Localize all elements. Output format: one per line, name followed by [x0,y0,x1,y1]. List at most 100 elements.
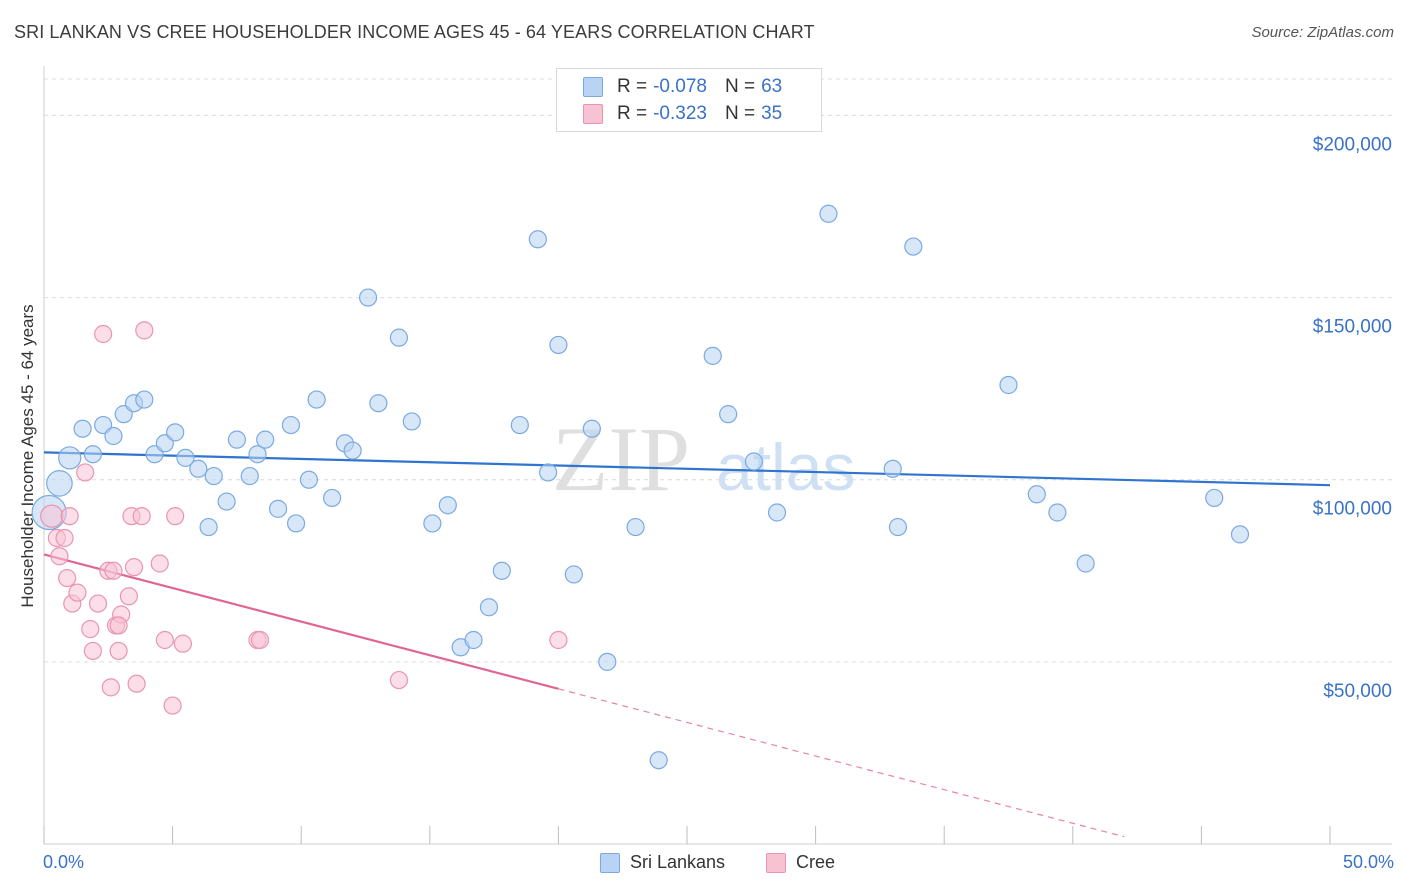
series-legend: Sri Lankans Cree [0,852,1406,876]
sri-lankan-point [510,415,529,435]
watermark-zip: ZIP [552,408,690,510]
y-tick-label: $50,000 [1323,681,1392,702]
cree-point [88,594,108,613]
sri-lankan-point [1027,485,1046,504]
cree-point [76,463,95,482]
y-tick-label: $200,000 [1313,134,1392,155]
trend-line-cree-extrapolated [558,688,1125,838]
cree-point [109,616,128,635]
legend-n-label: N = [724,103,756,124]
sri-lankan-point [83,445,102,464]
sri-lankan-point [564,565,583,584]
legend-swatch-blue [583,77,603,97]
cree-point [150,554,169,573]
sri-lankan-point [248,445,267,464]
sri-lankan-point [883,459,902,478]
sri-lankan-point [1205,488,1224,508]
sri-lankan-point [104,426,123,446]
x-tick-label-max: 50.0% [1342,852,1394,872]
cree-point [163,696,182,715]
source-attribution: Source: ZipAtlas.com [1251,24,1394,41]
watermark-atlas: atlas [716,430,855,504]
sri-lankan-point [240,466,259,486]
cree-point [94,324,113,344]
cree-point [155,630,174,650]
sri-lankan-point [767,503,787,522]
cree-point [124,558,144,577]
sri-lankan-point [204,466,223,486]
series-label: Sri Lankans [630,852,726,872]
sri-lankan-point [649,751,668,770]
sri-lankan-point [1076,554,1095,573]
sri-lankan-point [217,492,236,511]
cree-point [250,630,270,650]
sri-lankan-point [176,448,195,467]
chart-title: SRI LANKAN VS CREE HOUSEHOLDER INCOME AG… [14,22,815,42]
axes [43,66,1392,845]
cree-point [101,678,120,697]
cree-point [135,321,154,340]
series-swatch-pink [766,852,786,873]
cree-point [549,630,568,650]
sri-lankan-point [598,652,617,671]
legend-n-value: 63 [761,76,783,97]
sri-lankan-point [389,328,409,347]
y-tick-labels: $50,000 $100,000 $150,000 $200,000 [1313,134,1392,701]
series-swatch-blue [600,852,620,873]
cree-point [109,641,128,661]
trend-line-cree [43,553,559,690]
sri-lankan-point [703,346,722,365]
sri-lankan-point [549,335,568,355]
cree-point [104,561,123,580]
sri-lankan-point [904,237,923,256]
sri-lankan-point [999,375,1018,395]
sri-lankan-point [189,459,208,478]
sri-lankan-point [322,488,342,508]
series-legend-cree: Cree [766,852,835,873]
series-legend-sri-lankans: Sri Lankans [600,852,725,873]
sri-lankan-point [528,230,547,249]
sri-lankan-point [402,412,421,431]
sri-lankan-point [281,415,301,435]
cree-point [40,504,64,528]
y-tick-label: $150,000 [1313,317,1392,338]
sri-lankan-point [369,394,388,413]
sri-lankan-point [358,288,378,307]
gridlines [44,78,1392,663]
cree-point [83,641,102,661]
sri-lankan-point [423,514,442,533]
sri-lankan-point [464,630,483,650]
sri-lankan-point [227,430,246,449]
legend-row-sri-lankans: R = -0.078 N = 63 [583,75,782,99]
legend-row-cree: R = -0.323 N = 35 [583,102,782,126]
sri-lankan-point [307,390,326,409]
sri-lankan-point [58,446,82,470]
sri-lankan-point [1048,503,1067,522]
cree-point [81,619,100,639]
cree-point [68,583,87,602]
legend-r-value: -0.078 [653,76,707,97]
sri-lankan-point [1230,525,1250,544]
cree-point [127,674,146,693]
legend-n-label: N = [724,76,756,97]
cree-point [50,547,69,566]
legend-n-value: 35 [761,103,783,124]
data-points [31,204,1250,770]
legend-r-value: -0.323 [653,103,707,124]
cree-point [166,507,185,526]
sri-lankan-point [199,517,218,537]
cree-point [55,528,74,548]
sri-lankan-point [479,598,499,617]
sri-lankan-point [819,204,838,223]
legend-swatch-pink [583,104,603,124]
cree-point [389,670,409,690]
sri-lankan-point [46,470,73,497]
sri-lankan-point [343,441,362,460]
sri-lankan-point [268,499,288,518]
sri-lankan-point [539,463,558,482]
sri-lankan-point [73,419,92,438]
sri-lankan-point [719,405,738,424]
watermark: ZIP atlas [552,408,855,510]
x-tick-label-min: 0.0% [43,852,85,872]
